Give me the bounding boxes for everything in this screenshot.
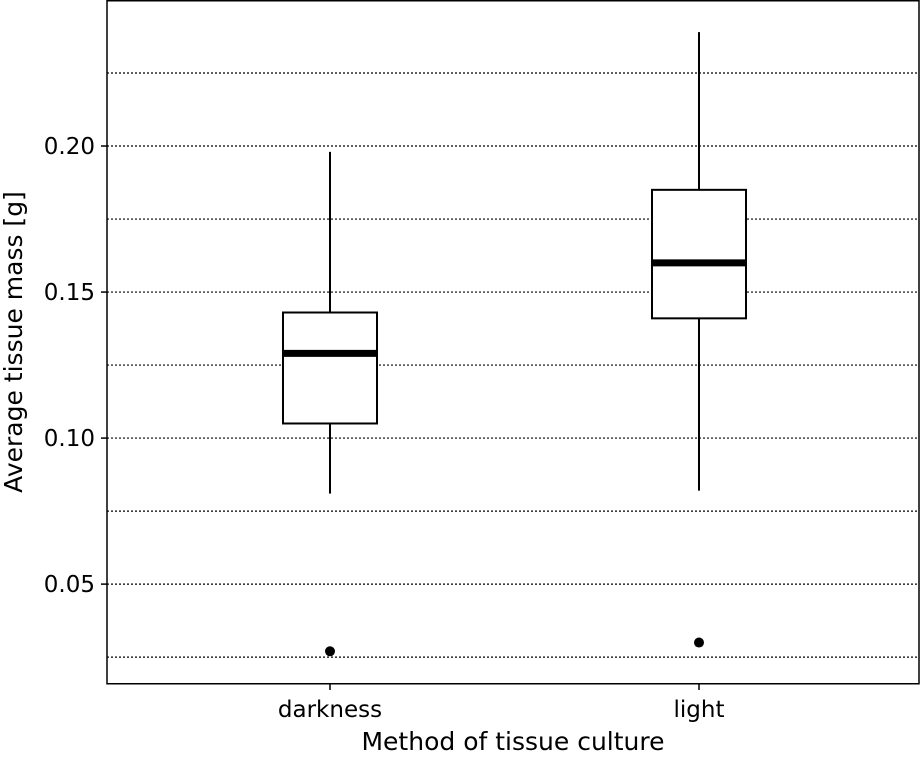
y-axis: 0.05 0.10 0.15 0.20 <box>44 134 107 598</box>
x-axis-label: Method of tissue culture <box>361 727 664 754</box>
x-tick-label: darkness <box>278 697 382 723</box>
y-tick-label: 0.20 <box>44 134 95 160</box>
box <box>651 188 747 320</box>
y-axis-label: Average tissue mass [g] <box>0 191 28 493</box>
x-tick-label: light <box>674 697 725 723</box>
x-axis: darkness light <box>278 684 725 723</box>
box <box>282 311 378 425</box>
y-tick-label: 0.15 <box>44 280 95 306</box>
boxes <box>282 32 747 657</box>
gridlines <box>107 72 919 658</box>
plot-frame <box>106 0 920 685</box>
outlier-point <box>325 646 335 657</box>
y-tick-label: 0.05 <box>44 572 95 598</box>
y-tick-label: 0.10 <box>44 426 95 452</box>
outlier-point <box>694 637 704 648</box>
